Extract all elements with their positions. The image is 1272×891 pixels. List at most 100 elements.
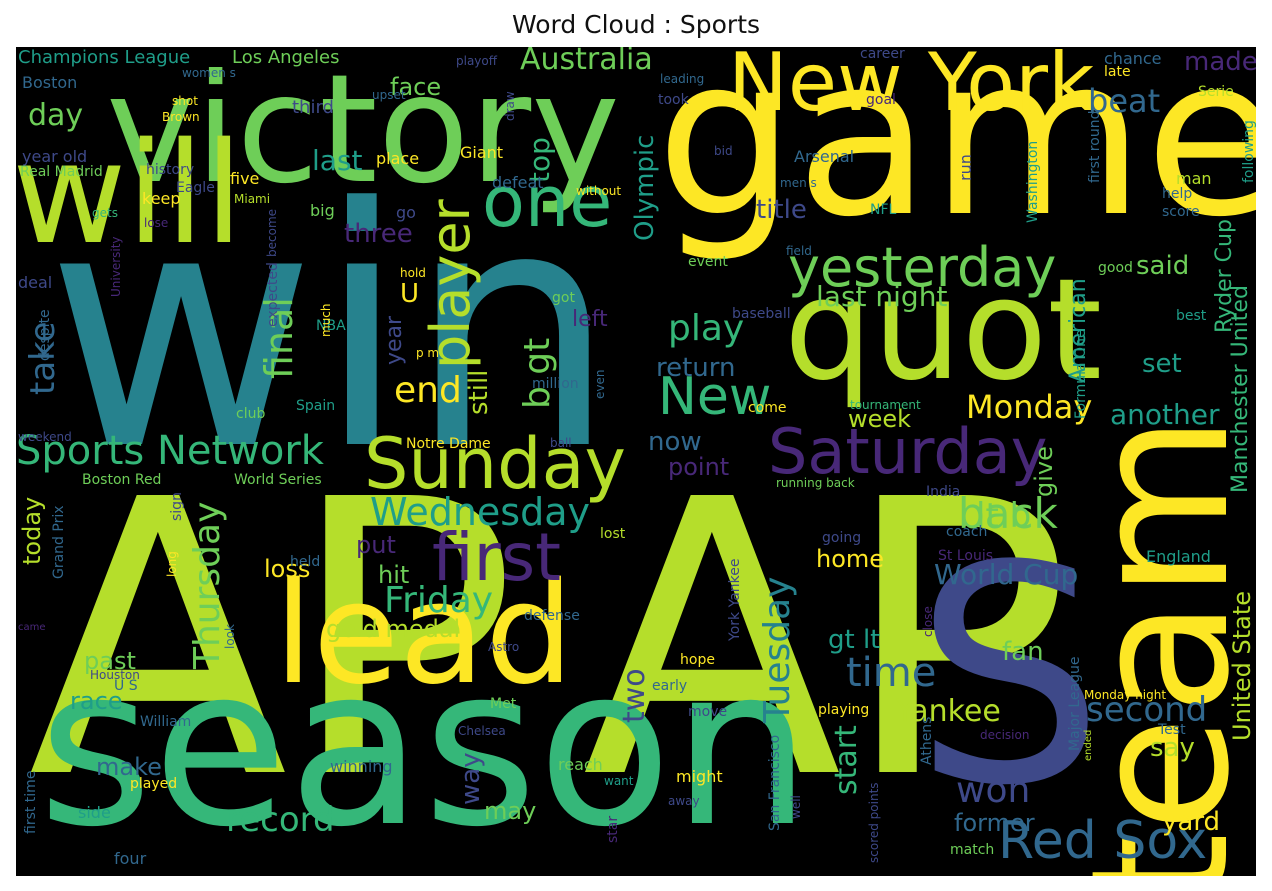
cloud-word: expected	[265, 262, 281, 327]
cloud-word: end	[394, 370, 462, 411]
cloud-word: close	[921, 606, 935, 637]
cloud-word: two	[617, 668, 652, 723]
cloud-word: made	[1184, 47, 1256, 77]
cloud-word: last	[312, 144, 363, 177]
cloud-word: Formula One	[1073, 329, 1089, 419]
cloud-word: lost	[600, 526, 626, 542]
cloud-word: deal	[18, 273, 53, 292]
cloud-word: game	[656, 47, 1256, 265]
cloud-word: late	[1104, 64, 1131, 80]
cloud-word: season	[38, 619, 812, 875]
cloud-word: four	[114, 849, 147, 868]
cloud-word: week	[848, 405, 912, 433]
cloud-word: five	[230, 169, 260, 188]
cloud-word: second	[1086, 690, 1208, 730]
cloud-word: upset	[372, 88, 406, 102]
cloud-word: playoff	[456, 54, 498, 68]
cloud-word: set	[1142, 349, 1182, 379]
cloud-word: Miami	[234, 192, 271, 206]
cloud-word: give	[1030, 446, 1058, 497]
cloud-word: New York	[728, 47, 1095, 129]
cloud-word: time	[846, 650, 937, 696]
cloud-word: history	[146, 162, 195, 178]
cloud-word: look	[223, 624, 237, 649]
cloud-word: best	[1176, 308, 1207, 324]
cloud-word: Tuesday	[757, 576, 798, 723]
cloud-word: yesterday	[788, 236, 1057, 299]
cloud-word: b gt	[517, 337, 558, 409]
cloud-word: career	[860, 47, 905, 62]
cloud-word: Washington	[1025, 140, 1041, 223]
cloud-word: one	[482, 161, 613, 243]
cloud-word: NBA	[316, 318, 346, 334]
cloud-word: say	[1150, 733, 1195, 763]
cloud-word: record	[226, 800, 335, 840]
cloud-word: Champions League	[18, 47, 191, 68]
cloud-word: said	[1136, 251, 1190, 281]
cloud-word: Los Angeles	[232, 47, 340, 68]
cloud-word: tournament	[850, 398, 921, 412]
cloud-word: San Francisco	[767, 734, 783, 831]
cloud-word: U	[400, 279, 420, 309]
cloud-word: away	[668, 794, 700, 808]
cloud-word: point	[668, 453, 730, 481]
cloud-word: leading	[660, 72, 705, 86]
cloud-word: play	[668, 308, 745, 349]
cloud-word: winning	[330, 757, 393, 776]
cloud-word: Test	[1158, 722, 1186, 738]
cloud-word: bid	[714, 144, 733, 158]
cloud-word: Australia	[520, 47, 653, 77]
cloud-word: lose	[144, 216, 169, 230]
cloud-word: India	[926, 484, 961, 500]
cloud-word: field	[786, 244, 812, 258]
cloud-word: Thursday	[187, 501, 228, 669]
cloud-word: sign	[169, 492, 185, 521]
cloud-word: three	[344, 219, 413, 249]
cloud-word: ball	[550, 436, 572, 450]
cloud-word: Grand Prix	[51, 505, 67, 579]
cloud-word: shot	[172, 94, 198, 108]
cloud-word: Monday	[966, 388, 1093, 426]
cloud-word: Monday night	[1084, 688, 1167, 702]
cloud-word: despite	[37, 309, 53, 361]
cloud-word: hope	[680, 652, 715, 668]
cloud-word: St Louis	[938, 548, 994, 564]
cloud-word: gold medal	[326, 615, 461, 643]
cloud-word: Brown	[162, 110, 200, 124]
cloud-word: now	[648, 427, 702, 457]
cloud-word: help	[1162, 186, 1193, 202]
cloud-word: score	[1162, 204, 1200, 220]
cloud-word: beat	[1088, 82, 1161, 120]
cloud-word: player	[419, 199, 482, 369]
cloud-word: year	[382, 315, 407, 365]
cloud-word: Friday	[384, 580, 494, 621]
cloud-word: held	[290, 554, 321, 570]
cloud-word: got	[552, 290, 575, 306]
cloud-word: will	[16, 113, 244, 276]
cloud-word: today	[18, 496, 46, 565]
cloud-word: even	[593, 369, 607, 399]
cloud-word: World Series	[234, 472, 322, 488]
cloud-word: go	[396, 203, 416, 222]
cloud-word: event	[688, 254, 728, 270]
cloud-word: Sports Network	[16, 428, 324, 474]
cloud-word: Boston	[22, 73, 78, 92]
cloud-word: U S	[114, 678, 138, 694]
cloud-word: Arsenal	[794, 147, 855, 166]
cloud-word: weekend	[18, 430, 72, 444]
cloud-word: University	[109, 236, 123, 297]
cloud-word: S	[914, 502, 1105, 851]
cloud-word: AP	[582, 419, 1072, 862]
cloud-word: reach	[558, 755, 603, 774]
cloud-word: keep	[142, 189, 181, 208]
cloud-word: Notre Dame	[406, 436, 491, 452]
cloud-word: yard	[1162, 807, 1221, 837]
cloud-word: might	[676, 767, 723, 786]
cloud-word: Wednesday	[370, 490, 591, 534]
cloud-word: Major League	[1067, 656, 1083, 751]
cloud-word: start	[829, 725, 864, 795]
cloud-word: much	[319, 303, 333, 338]
cloud-word: big	[310, 201, 335, 220]
cloud-word: title	[756, 195, 807, 225]
cloud-word: win	[46, 138, 617, 522]
